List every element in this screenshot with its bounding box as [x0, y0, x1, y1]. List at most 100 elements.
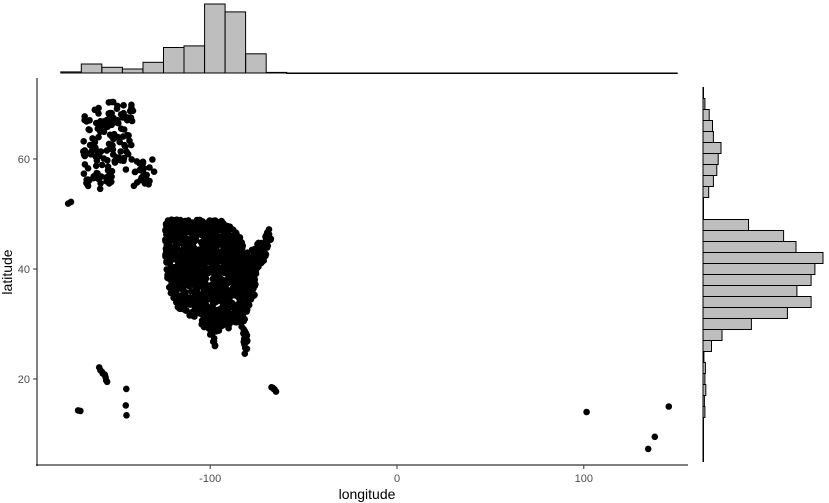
- scatter-point: [229, 310, 237, 317]
- scatter-point: [265, 226, 273, 233]
- scatter-point: [95, 110, 102, 117]
- scatter-point: [212, 285, 220, 293]
- scatter-point: [203, 250, 210, 257]
- scatter-point: [186, 227, 194, 234]
- scatter-point: [188, 301, 196, 308]
- scatter-point: [211, 342, 219, 350]
- scatter-point: [185, 282, 193, 290]
- x-tick-label: 0: [394, 473, 400, 485]
- scatter-point: [181, 233, 188, 240]
- scatter-point: [262, 232, 270, 240]
- scatter-point: [194, 281, 202, 288]
- scatter-point: [210, 267, 218, 275]
- latitude-histogram-bar: [702, 406, 706, 418]
- scatter-point: [199, 226, 207, 233]
- latitude-histogram-bar: [702, 362, 706, 374]
- scatter-point: [87, 151, 95, 158]
- scatter-point: [218, 227, 225, 234]
- latitude-histogram-bar: [702, 329, 723, 341]
- scatter-point: [195, 231, 203, 238]
- scatter-point: [665, 403, 673, 410]
- scatter-point: [122, 143, 129, 150]
- scatter-point: [272, 388, 280, 395]
- scatter-point: [169, 245, 176, 253]
- scatter-point: [261, 252, 268, 260]
- scatter-point: [205, 231, 212, 239]
- scatter-point: [123, 148, 130, 156]
- longitude-histogram-bar: [183, 45, 205, 74]
- scatter-point: [108, 167, 116, 175]
- scatter-point: [187, 274, 194, 282]
- scatter-point: [149, 156, 156, 163]
- scatter-point: [95, 133, 102, 141]
- y-axis: 20 40 60: [18, 78, 38, 466]
- scatter-point: [234, 259, 241, 267]
- scatter-point: [206, 309, 213, 316]
- scatter-point: [166, 271, 174, 278]
- scatter-point: [93, 148, 101, 155]
- scatter-point: [143, 171, 150, 179]
- scatter-point: [191, 313, 198, 320]
- longitude-histogram-bar: [101, 66, 123, 74]
- scatter-point: [238, 304, 246, 311]
- scatter-point: [97, 180, 104, 187]
- latitude-histogram-bar: [702, 197, 704, 209]
- scatter-point: [247, 257, 254, 265]
- scatter-point: [250, 265, 258, 273]
- scatter-point: [84, 165, 92, 172]
- scatter-point: [116, 138, 123, 146]
- scatter-point: [146, 177, 153, 185]
- scatter-point: [230, 302, 238, 309]
- scatter-point: [223, 293, 231, 300]
- scatter-point: [208, 236, 215, 243]
- scatter-point: [173, 216, 181, 223]
- scatter-point: [104, 163, 112, 170]
- scatter-point: [183, 243, 191, 250]
- scatter-point: [179, 293, 187, 300]
- scatter-point: [81, 116, 88, 124]
- latitude-histogram-bar: [702, 164, 718, 176]
- scatter-point: [238, 239, 246, 246]
- scatter-point: [85, 126, 92, 133]
- latitude-histogram-bar: [702, 208, 704, 220]
- scatter-point: [188, 253, 195, 261]
- scatter-point: [644, 445, 652, 453]
- scatter-point: [179, 267, 186, 275]
- scatter-point: [200, 259, 207, 267]
- scatter-point: [198, 317, 206, 324]
- scatter-point: [212, 325, 219, 333]
- scatter-point: [163, 259, 170, 266]
- scatter-point: [117, 157, 124, 164]
- scatter-point: [167, 229, 175, 237]
- scatter-point: [193, 256, 201, 263]
- scatter-point: [110, 151, 117, 158]
- latitude-histogram-bar: [702, 131, 714, 143]
- scatter-point: [126, 137, 133, 144]
- longitude-histogram-bar: [80, 63, 103, 74]
- scatter-point: [206, 243, 214, 250]
- scatter-point: [122, 166, 130, 173]
- scatter-point: [93, 169, 100, 177]
- scatter-point: [111, 157, 118, 165]
- scatter-point: [241, 255, 249, 263]
- scatter-point: [183, 299, 190, 306]
- scatter-point: [227, 232, 234, 240]
- scatter-point: [108, 117, 116, 124]
- longitude-histogram-bar: [142, 61, 164, 74]
- longitude-histogram-bar: [286, 72, 678, 74]
- scatter-point: [67, 198, 75, 206]
- longitude-histogram-bar: [224, 11, 247, 74]
- scatter-point: [209, 224, 216, 231]
- scatter-point: [96, 185, 104, 193]
- scatter-point: [96, 125, 103, 133]
- latitude-histogram-bar: [702, 120, 713, 132]
- latitude-histogram-bar: [702, 109, 710, 121]
- scatter-point: [200, 281, 208, 289]
- scatter-point: [120, 109, 127, 117]
- scatter-point: [185, 217, 192, 224]
- scatter-point: [267, 235, 275, 243]
- scatter-point: [229, 250, 237, 258]
- scatter-point: [651, 433, 659, 441]
- latitude-histogram-bar: [702, 395, 705, 407]
- scatter-point: [123, 385, 130, 393]
